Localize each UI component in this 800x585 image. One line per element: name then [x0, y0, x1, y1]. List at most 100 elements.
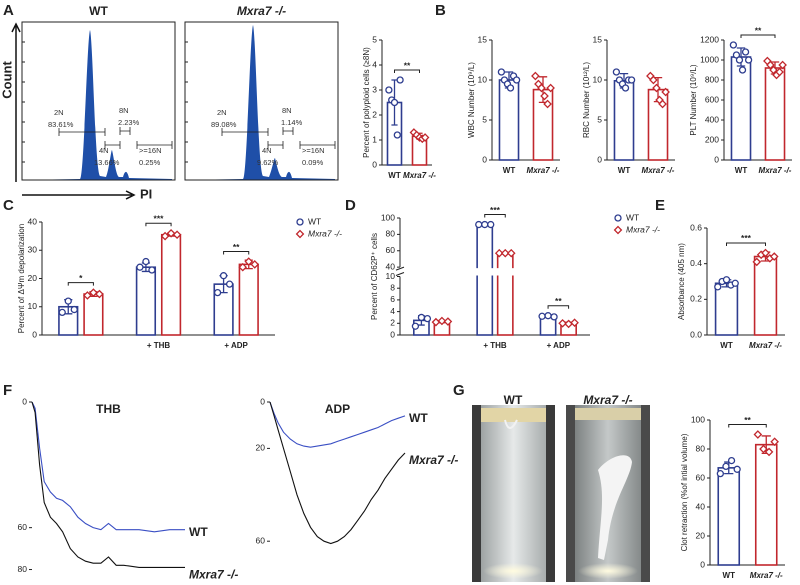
axis-break-gap — [475, 268, 495, 276]
gate-bracket — [58, 128, 106, 136]
y-tick-label: 0.4 — [690, 258, 702, 268]
data-point — [733, 465, 741, 473]
data-point — [714, 283, 722, 291]
y-tick-label: 0 — [714, 154, 719, 164]
gate-percent: 1.14% — [281, 118, 303, 127]
data-point — [420, 133, 430, 142]
data-point — [729, 41, 738, 49]
x-tick-label: WT — [723, 571, 736, 580]
y-axis-label: Percent of CD62P⁺ cells — [370, 233, 379, 320]
data-point — [770, 437, 779, 447]
data-point — [64, 297, 72, 305]
gate-name: 4N — [262, 146, 272, 155]
data-point — [741, 48, 750, 56]
y-tick-label: 0 — [390, 329, 395, 339]
data-point — [238, 262, 248, 272]
data-point — [627, 76, 636, 84]
y-tick-label: 200 — [705, 134, 719, 144]
data-point — [744, 56, 753, 64]
y-axis-label: Percent of polyploid cells (≥8N) — [362, 47, 371, 158]
y-tick-label: 800 — [705, 74, 719, 84]
gate-name: 2N — [217, 108, 227, 117]
data-point — [621, 84, 630, 92]
data-point — [538, 312, 546, 320]
gate-name: >=16N — [302, 146, 325, 155]
trace-line — [31, 401, 185, 533]
flow-xlabel: PI — [140, 186, 152, 201]
data-point — [494, 248, 504, 258]
x-tick-label: WT — [735, 166, 748, 175]
data-point — [487, 220, 495, 229]
y-tick-label: 10 — [28, 301, 38, 311]
y-axis-label: PLT Number (10⁹/L) — [689, 64, 698, 135]
y-tick-label: 20 — [28, 273, 38, 283]
y-tick-label: 8 — [390, 282, 395, 292]
photo-title: Mxra7 -/- — [583, 393, 632, 407]
significance-label: ** — [233, 242, 240, 252]
bar — [753, 255, 778, 336]
trace-line — [269, 401, 406, 545]
flow-ylabel: Count — [0, 61, 14, 99]
y-tick-label: 60 — [18, 522, 28, 532]
y-tick-label: 20 — [256, 443, 266, 453]
data-point — [443, 317, 453, 326]
data-point — [731, 279, 739, 287]
data-point — [136, 263, 144, 271]
significance-label: * — [79, 273, 83, 283]
y-axis-label: Percent of ΔΨm depolarization — [17, 224, 26, 333]
y-tick-label: 1200 — [700, 34, 719, 44]
gate-bracket — [282, 127, 294, 135]
significance-bracket — [67, 282, 94, 286]
y-tick-label: 0 — [372, 159, 377, 169]
significance-label: ** — [404, 60, 411, 70]
gate-percent: 0.25% — [139, 158, 161, 167]
y-tick-label: 80 — [18, 564, 28, 574]
y-tick-label: 0.0 — [690, 329, 702, 339]
x-tick-label: Mxra7 -/- — [527, 166, 560, 175]
y-tick-label: 0 — [700, 559, 705, 569]
data-point — [95, 289, 104, 299]
significance-label: *** — [490, 205, 501, 215]
y-tick-label: 400 — [705, 114, 719, 124]
data-point — [759, 444, 768, 454]
x-tick-label: Mxra7 -/- — [749, 341, 782, 350]
data-point — [558, 318, 567, 328]
data-point — [390, 98, 399, 107]
bar — [83, 293, 104, 336]
legend-label: Mxra7 -/- — [626, 224, 660, 234]
gate-percent: 83.61% — [48, 120, 74, 129]
count-arrow — [11, 22, 21, 182]
bar — [238, 263, 259, 336]
gate-percent: 2.23% — [118, 118, 140, 127]
y-tick-label: 2 — [390, 318, 395, 328]
legend-label: WT — [308, 216, 321, 226]
data-point — [475, 220, 483, 229]
bar — [717, 467, 741, 566]
x-tick-label: Mxra7 -/- — [750, 571, 783, 580]
flow-histogram — [187, 25, 335, 180]
bar — [754, 443, 778, 566]
y-tick-label: 4 — [390, 306, 395, 316]
legend-marker — [614, 214, 622, 222]
data-point — [506, 248, 516, 258]
y-tick-label: 15 — [593, 34, 603, 44]
legend-label: Mxra7 -/- — [308, 228, 342, 238]
gate-bracket — [299, 141, 336, 149]
data-point — [219, 272, 228, 280]
y-tick-label: 600 — [705, 94, 719, 104]
y-tick-label: 60 — [256, 535, 266, 545]
data-point — [225, 280, 234, 288]
data-point — [166, 228, 176, 238]
y-tick-label: 40 — [28, 216, 38, 226]
gate-percent: 89.08% — [211, 120, 237, 129]
panel-label: B — [435, 2, 446, 19]
y-axis-label: WBC Number (10⁹/L) — [467, 62, 476, 138]
series-label: WT — [189, 525, 208, 539]
y-axis-label: RBC Number (10¹²/L) — [582, 62, 591, 138]
legend-marker — [613, 225, 623, 235]
panel-label: D — [345, 197, 356, 214]
y-tick-label: 60 — [696, 472, 706, 482]
significance-bracket — [728, 424, 767, 428]
data-point — [658, 99, 667, 109]
data-point — [213, 288, 222, 297]
